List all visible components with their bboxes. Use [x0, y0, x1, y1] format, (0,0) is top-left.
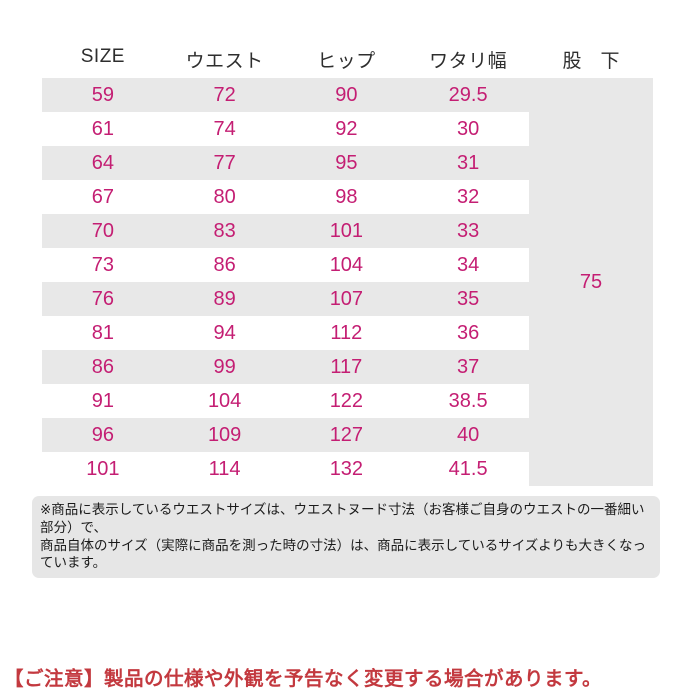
table-header-columns: SIZE ウエスト ヒップ ワタリ幅	[42, 46, 529, 73]
note-line-1: ※商品に表示しているウエストサイズは、ウエストヌード寸法（お客様ご自身のウエスト…	[40, 502, 645, 535]
table-cell: 95	[335, 151, 358, 174]
table-cell: 86	[91, 355, 114, 378]
note-line-2: 商品自体のサイズ（実際に商品を測った時の寸法）は、商品に表示しているサイズよりも…	[40, 537, 647, 571]
table-cell: 59	[91, 83, 114, 106]
table-cell: 107	[329, 287, 364, 310]
table-row: 67 80 98 32	[42, 180, 529, 214]
table-cell: 31	[457, 151, 480, 174]
table-cell: 92	[335, 117, 358, 140]
header-inseam: 股 下	[562, 50, 620, 72]
table-cell: 35	[457, 287, 480, 310]
table-cell: 112	[330, 321, 363, 344]
table-cell: 34	[457, 253, 480, 276]
table-body: 59 72 90 29.5 61 74 92 30 64 77 95 31 67 80 98 32 70 83 10…	[42, 78, 653, 486]
table-cell: 61	[91, 117, 114, 140]
header-waist: ウエスト	[185, 50, 264, 72]
table-cell: 94	[213, 321, 236, 344]
table-cell: 104	[329, 253, 364, 276]
table-cell: 38.5	[448, 389, 488, 412]
table-row: 86 99 117 37	[42, 350, 529, 384]
table-cell: 83	[213, 219, 236, 242]
table-cell: 67	[91, 185, 114, 208]
table-cell: 74	[213, 117, 236, 140]
header-watari: ワタリ幅	[429, 50, 508, 72]
inseam-column: 75	[529, 78, 653, 486]
table-row: 70 83 101 33	[42, 214, 529, 248]
table-cell: 76	[91, 287, 114, 310]
table-cell: 40	[457, 423, 480, 446]
size-table: SIZE ウエスト ヒップ ワタリ幅 股 下 59 72 90 29.5 61 74 92 3…	[42, 40, 653, 486]
table-cell: 109	[207, 423, 242, 446]
table-cell: 41.5	[448, 457, 488, 480]
table-cell: 101	[86, 457, 120, 480]
size-note-box: ※商品に表示しているウエストサイズは、ウエストヌード寸法（お客様ご自身のウエスト…	[32, 496, 660, 579]
table-row: 91 104 122 38.5	[42, 384, 529, 418]
table-row: 76 89 107 35	[42, 282, 529, 316]
table-row: 96 109 127 40	[42, 418, 529, 452]
table-cell: 33	[457, 219, 480, 242]
table-cell: 101	[329, 219, 364, 242]
table-cell: 114	[208, 457, 241, 480]
table-cell: 127	[329, 423, 364, 446]
table-cell: 30	[457, 117, 480, 140]
table-cell: 104	[207, 389, 242, 412]
table-cell: 36	[457, 321, 480, 344]
inseam-value: 75	[579, 270, 603, 293]
table-cell: 73	[91, 253, 114, 276]
table-cell: 80	[213, 185, 236, 208]
table-cell: 132	[329, 457, 364, 480]
table-cell: 72	[213, 83, 236, 106]
table-rows: 59 72 90 29.5 61 74 92 30 64 77 95 31 67 80 98 32 70 83 10…	[42, 78, 529, 486]
table-cell: 89	[213, 287, 236, 310]
table-cell: 32	[457, 185, 480, 208]
table-cell: 37	[457, 355, 480, 378]
header-size: SIZE	[80, 45, 125, 67]
table-cell: 29.5	[448, 83, 488, 106]
table-row: 59 72 90 29.5	[42, 78, 529, 112]
table-row: 61 74 92 30	[42, 112, 529, 146]
table-cell: 122	[329, 389, 364, 412]
table-row: 64 77 95 31	[42, 146, 529, 180]
table-cell: 77	[213, 151, 236, 174]
table-row: 73 86 104 34	[42, 248, 529, 282]
table-row: 101 114 132 41.5	[42, 452, 529, 486]
caution-text: 【ご注意】製品の仕様や外観を予告なく変更する場合があります。	[4, 668, 603, 690]
table-header-row: SIZE ウエスト ヒップ ワタリ幅 股 下	[42, 40, 653, 78]
table-cell: 70	[91, 219, 114, 242]
table-cell: 91	[91, 389, 114, 412]
table-cell: 81	[91, 321, 114, 344]
table-cell: 64	[91, 151, 114, 174]
table-row: 81 94 112 36	[42, 316, 529, 350]
table-cell: 90	[335, 83, 358, 106]
table-cell: 98	[335, 185, 358, 208]
header-hip: ヒップ	[317, 50, 376, 72]
table-cell: 99	[213, 355, 236, 378]
table-cell: 96	[91, 423, 114, 446]
table-cell: 86	[213, 253, 236, 276]
table-cell: 117	[330, 355, 363, 378]
